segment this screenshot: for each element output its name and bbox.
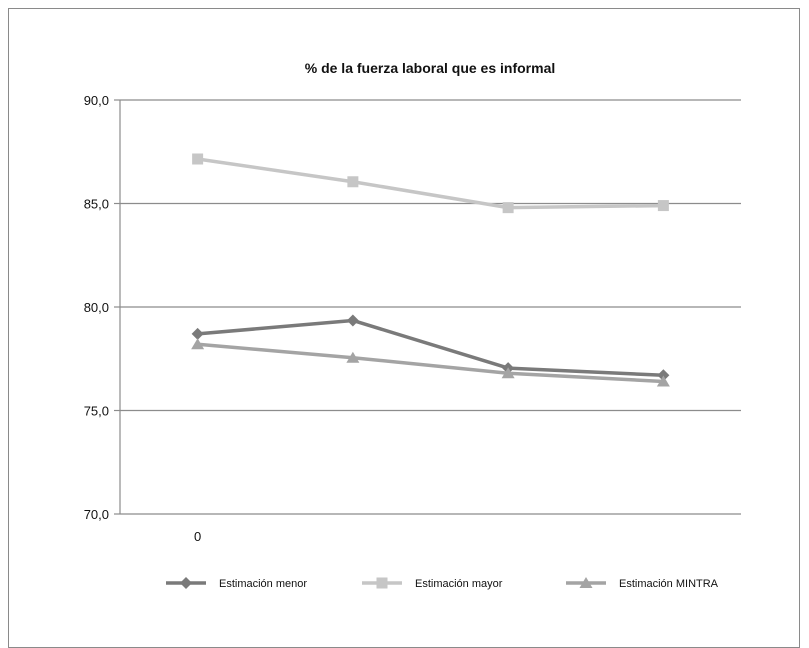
data-point xyxy=(346,314,359,327)
gridlines xyxy=(120,99,741,412)
legend-label: Estimación mayor xyxy=(415,578,503,590)
series-2 xyxy=(192,153,669,214)
data-point xyxy=(346,351,360,363)
y-tick-label: 90,0 xyxy=(84,93,109,108)
legend-label: Estimación MINTRA xyxy=(619,578,719,590)
legend-marker xyxy=(579,577,593,588)
data-point xyxy=(502,202,514,214)
y-tick-label: 85,0 xyxy=(84,197,109,212)
data-point xyxy=(657,200,669,212)
data-point xyxy=(347,176,359,188)
data-point xyxy=(192,153,204,165)
line-chart: % de la fuerza laboral que es informal 7… xyxy=(84,60,741,590)
legend-item-2: Estimación mayor xyxy=(362,577,503,590)
data-point xyxy=(191,327,204,340)
series-group xyxy=(191,153,670,387)
legend-marker xyxy=(180,577,192,589)
series-line xyxy=(197,318,664,378)
series-line xyxy=(197,342,664,384)
chart-frame xyxy=(8,8,800,648)
series-1 xyxy=(191,314,670,382)
series-line xyxy=(197,157,664,210)
legend-item-1: Estimación menor xyxy=(166,577,307,590)
x-axis: 0 xyxy=(119,100,741,544)
data-point xyxy=(657,369,670,382)
legend-marker xyxy=(376,577,388,589)
legend-label: Estimación menor xyxy=(219,578,307,590)
x-tick-label: 0 xyxy=(194,529,201,544)
data-point xyxy=(656,375,670,387)
legend: Estimación menor Estimación mayor Estimaci… xyxy=(166,577,719,590)
y-axis-ticks: 70,0 75,0 80,0 85,0 90,0 xyxy=(84,93,120,522)
data-point xyxy=(501,367,515,379)
chart-title: % de la fuerza laboral que es informal xyxy=(305,60,556,76)
series-3 xyxy=(191,338,670,387)
y-tick-label: 70,0 xyxy=(84,507,109,522)
data-point xyxy=(191,338,205,350)
y-tick-label: 80,0 xyxy=(84,300,109,315)
y-tick-label: 75,0 xyxy=(84,404,109,419)
legend-item-3: Estimación MINTRA xyxy=(566,577,719,590)
